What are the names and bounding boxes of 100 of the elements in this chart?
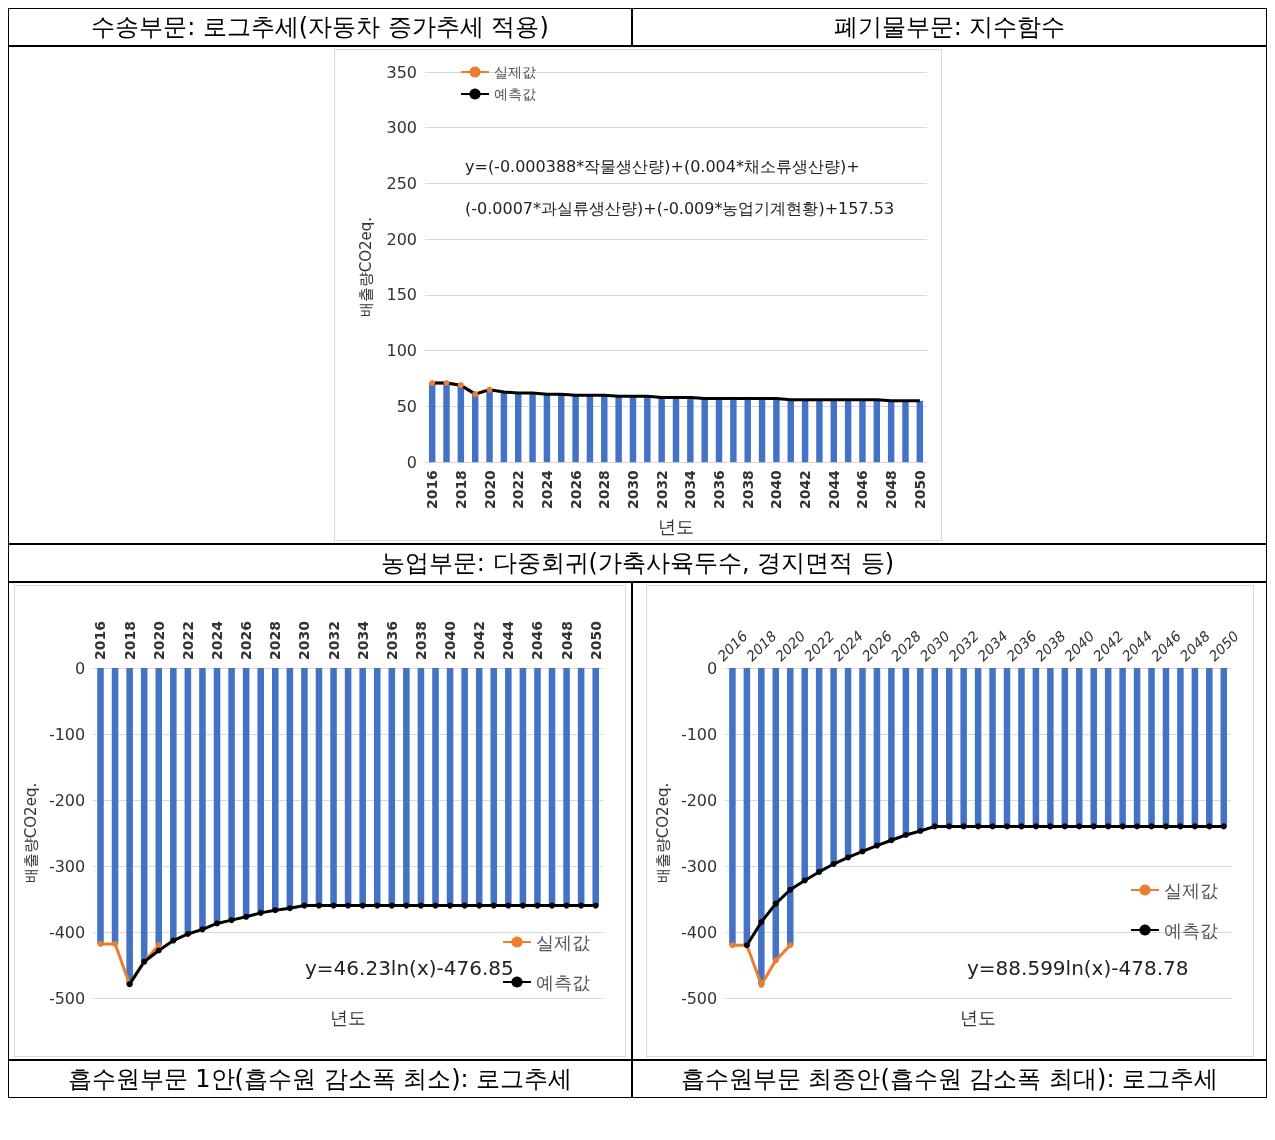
x-tick-label: 2030: [624, 469, 641, 510]
point: [1220, 823, 1227, 830]
x-tick-label: 2026: [567, 470, 584, 510]
point: [786, 886, 793, 893]
y-tick-label: 200: [385, 229, 417, 249]
bar: [830, 399, 837, 463]
point: [345, 902, 352, 909]
point: [155, 942, 162, 949]
point: [403, 902, 410, 909]
point: [519, 902, 526, 909]
bar: [743, 398, 751, 463]
bar: [657, 397, 665, 463]
x-tick-label: 2038: [739, 470, 756, 510]
bar: [772, 398, 780, 463]
y-tick-label: -500: [680, 988, 717, 1008]
bar: [457, 385, 464, 463]
x-tick-label: 2026: [238, 621, 255, 660]
point: [1104, 823, 1111, 830]
x-axis-title: 년도: [657, 515, 694, 537]
point: [199, 926, 206, 933]
point: [155, 947, 162, 954]
point: [490, 902, 497, 909]
legend-label: 예측값: [536, 971, 590, 993]
text: 흡수원부문 최종안(흡수원 감소폭 최대): 로그추세: [632, 1060, 1267, 1098]
bar: [758, 398, 765, 463]
bar: [801, 399, 808, 463]
point: [374, 902, 381, 909]
point: [1090, 823, 1097, 830]
bar: [600, 395, 608, 463]
x-tick-label: 2018: [452, 470, 469, 510]
point: [844, 854, 851, 861]
point: [315, 902, 322, 909]
point: [170, 937, 177, 944]
bar: [844, 399, 851, 463]
point: [830, 861, 837, 868]
point: [873, 842, 880, 849]
bar: [887, 400, 894, 463]
bar: [686, 397, 694, 463]
point: [417, 902, 424, 909]
bar: [700, 398, 708, 463]
bar: [442, 382, 450, 463]
bar: [787, 399, 794, 463]
y-tick-label: -300: [48, 856, 86, 876]
point: [97, 940, 104, 947]
y-tick-label: -400: [48, 922, 86, 942]
point: [563, 902, 570, 909]
x-tick-label: 2042: [471, 621, 488, 660]
point: [916, 828, 923, 835]
bar: [471, 394, 478, 463]
x-tick-label: 2020: [150, 620, 167, 660]
point: [243, 913, 250, 920]
point: [476, 902, 483, 909]
y-axis-title: 배출량CO2eq.: [21, 782, 40, 884]
text: 흡수원부문 1안(흡수원 감소폭 최소): 로그추세: [8, 1060, 633, 1098]
x-tick-label: 2016: [423, 470, 440, 510]
bar: [916, 400, 923, 463]
point: [728, 942, 735, 949]
point: [359, 902, 366, 909]
y-tick-label: -100: [680, 724, 717, 744]
y-tick-label: -200: [48, 790, 86, 810]
x-tick-label: 2030: [296, 620, 313, 660]
point: [1205, 823, 1212, 830]
point: [859, 848, 865, 855]
point: [974, 823, 981, 830]
y-tick-label: 100: [385, 341, 417, 361]
point: [272, 907, 279, 914]
bar: [729, 398, 737, 463]
bar: [543, 394, 550, 463]
annotation: y=(-0.000388*작물생산량)+(0.004*채소류생산량)+: [464, 156, 860, 176]
y-tick-label: 50: [396, 396, 417, 416]
point: [1162, 823, 1169, 830]
text: 폐기물부문: 지수함수: [632, 8, 1267, 46]
x-tick-label: 2048: [882, 470, 899, 510]
point: [432, 902, 439, 909]
point: [461, 902, 468, 909]
point: [945, 823, 952, 830]
y-axis-title: 배출량CO2eq.: [356, 216, 374, 318]
x-tick-label: 2040: [442, 620, 459, 660]
bar: [672, 397, 679, 463]
point: [1046, 823, 1053, 830]
x-tick-label: 2034: [354, 620, 371, 660]
text: 수송부문: 로그추세(자동차 증가추세 적용): [8, 8, 633, 46]
bar: [557, 394, 564, 463]
x-tick-label: 2024: [538, 469, 555, 510]
x-tick-label: 2020: [481, 469, 498, 510]
x-tick-label: 2036: [710, 470, 727, 510]
bar: [643, 396, 651, 463]
point: [1191, 823, 1198, 830]
x-tick-label: 2038: [412, 621, 429, 660]
bar: [428, 382, 435, 463]
point: [286, 905, 293, 912]
point: [960, 823, 967, 830]
x-tick-label: 2034: [681, 469, 698, 510]
x-tick-label: 2048: [558, 621, 575, 660]
bar: [715, 398, 722, 463]
bar: [901, 400, 909, 463]
point: [757, 919, 764, 926]
y-tick-label: 300: [385, 118, 417, 138]
annotation: (-0.0007*과실류생산량)+(-0.009*농업기계현황)+157.53: [464, 198, 894, 218]
x-tick-label: 2040: [767, 469, 784, 510]
